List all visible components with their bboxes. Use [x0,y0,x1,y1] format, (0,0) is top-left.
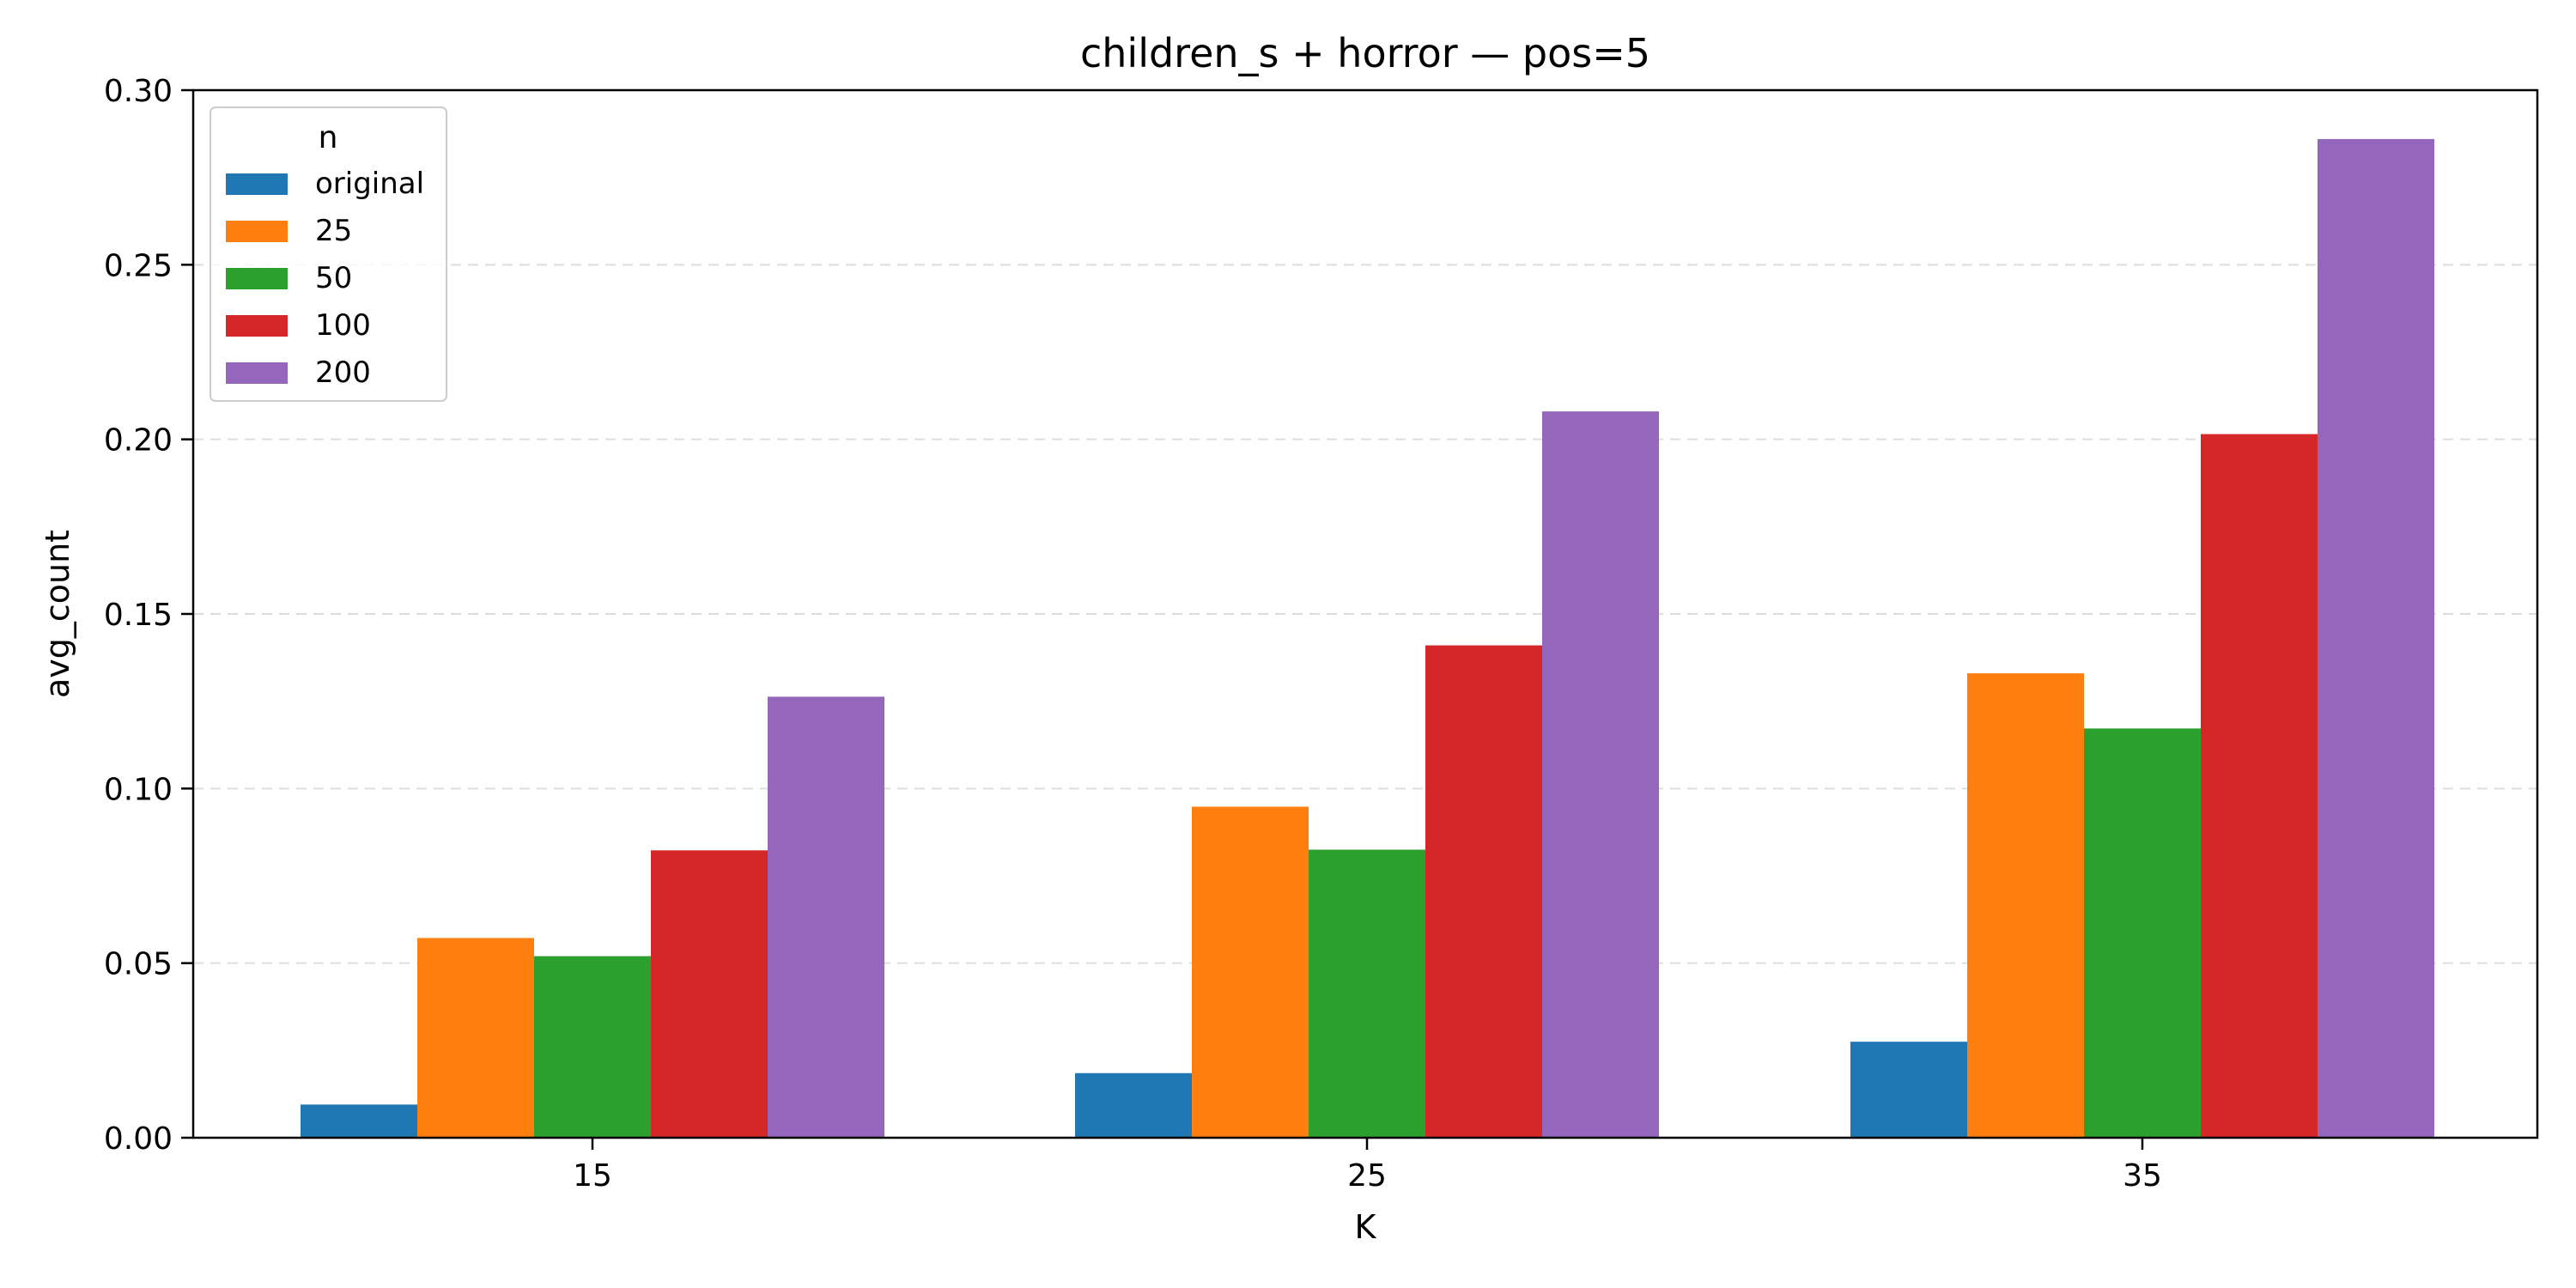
legend-swatch [226,315,288,337]
legend-label: 100 [315,308,371,343]
y-axis-label: avg_count [39,530,76,698]
legend-label: 25 [315,214,352,248]
bar-original-k35 [1850,1042,1967,1138]
chart-title: children_s + horror — pos=5 [1080,30,1650,76]
bar-25-k25 [1192,806,1309,1138]
y-tick-label: 0.25 [104,248,173,283]
bar-200-k25 [1542,411,1659,1139]
bar-50-k25 [1309,849,1425,1138]
x-tick-label: 25 [1347,1158,1387,1194]
legend-label: original [315,167,424,201]
legend-label: 50 [315,261,352,295]
y-tick-label: 0.10 [104,772,173,807]
y-axis: 0.00 0.05 0.10 0.15 0.20 0.25 0.30 [104,74,193,1157]
bar-200-k35 [2318,138,2434,1138]
y-tick-label: 0.20 [104,423,173,459]
legend-swatch [226,268,288,289]
x-tick-label: 15 [573,1158,612,1194]
x-axis: 15 25 35 [573,1138,2162,1194]
bar-25-k35 [1967,673,2084,1138]
bar-25-k15 [417,938,534,1138]
bar-100-k25 [1425,645,1542,1138]
bar-50-k35 [2084,728,2201,1138]
legend-label: 200 [315,355,371,390]
y-tick-label: 0.15 [104,598,173,633]
bar-original-k25 [1075,1072,1192,1138]
legend: n original 25 50 100 200 [210,106,447,402]
legend-swatch [226,362,288,384]
y-tick-label: 0.00 [104,1121,173,1157]
legend-title: n [319,120,338,155]
bar-200-k15 [768,696,884,1138]
y-tick-label: 0.30 [104,74,173,109]
bars [301,138,2434,1139]
bar-50-k15 [534,956,651,1138]
legend-swatch [226,173,288,195]
x-axis-label: K [1355,1208,1377,1246]
legend-swatch [226,221,288,242]
x-tick-label: 35 [2123,1158,2162,1194]
y-tick-label: 0.05 [104,947,173,982]
bar-original-k15 [301,1104,417,1138]
bar-100-k15 [651,850,768,1138]
legend-items: original 25 50 100 200 [226,167,424,390]
bar-100-k35 [2201,434,2318,1139]
